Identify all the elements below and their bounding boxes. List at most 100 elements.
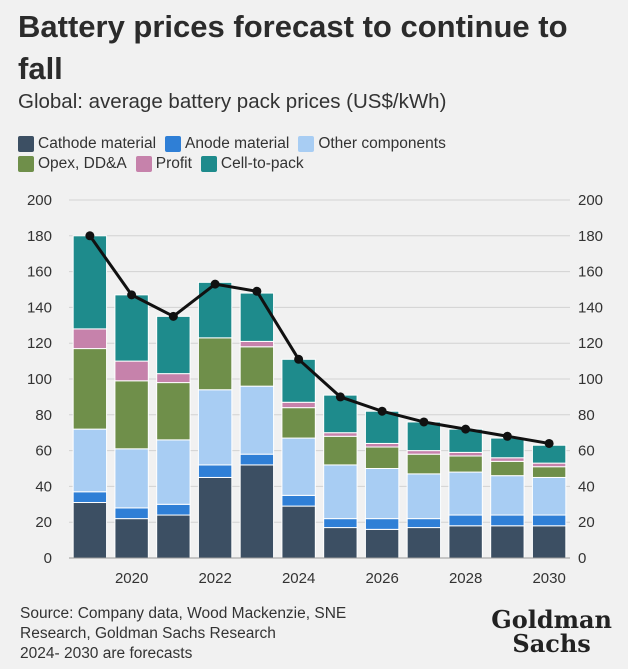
bar-segment [448, 525, 483, 559]
total-price-point [377, 406, 387, 416]
bar-segment [72, 491, 108, 504]
bar-segment [156, 503, 191, 516]
y-tick-label-left: 60 [35, 443, 52, 460]
bar-segment [364, 528, 400, 559]
bar-segment [406, 421, 442, 452]
legend-label-opex: Opex, DD&A [38, 155, 127, 172]
y-tick-label-left: 120 [27, 335, 52, 352]
bar-segment [281, 437, 316, 496]
bar-segment [156, 382, 191, 441]
source-line-1: Source: Company data, Wood Mackenzie, SN… [20, 605, 347, 622]
total-price-line [88, 234, 550, 445]
bar-segment [281, 505, 316, 559]
y-tick-label-left: 0 [44, 550, 52, 567]
bar-segment [197, 389, 233, 466]
bar-segment [114, 360, 149, 382]
bar-segment [448, 514, 483, 527]
bar-segment [490, 525, 525, 559]
y-tick-label-right: 60 [578, 443, 595, 460]
bar-segment [364, 442, 400, 448]
total-price-point [335, 392, 345, 402]
bar-segment [531, 462, 567, 468]
x-tick-label: 2020 [115, 570, 148, 587]
bar-segment [72, 328, 108, 350]
total-price-point [127, 290, 137, 300]
y-tick-label-right: 120 [578, 335, 603, 352]
bar-segment [281, 401, 316, 409]
bar-segment [156, 439, 191, 505]
bar-segment [406, 453, 442, 475]
bar-segment [406, 527, 442, 559]
bar-segment [114, 294, 149, 362]
bar-segment [114, 448, 149, 509]
legend-item-cathode: Cathode material [18, 135, 156, 153]
bar-segment [364, 468, 400, 520]
y-tick-label-left: 100 [27, 371, 52, 388]
bar-segment [323, 527, 358, 559]
total-price-point [85, 231, 95, 241]
bar-segment [490, 460, 525, 477]
bar-segment [72, 502, 108, 559]
legend-item-anode: Anode material [165, 135, 289, 153]
bar-segment [531, 476, 567, 516]
bar-segment [531, 525, 567, 559]
y-tick-label-right: 0 [578, 550, 586, 567]
y-tick-label-right: 40 [578, 478, 595, 495]
logo-line-2: Sachs [512, 629, 591, 658]
x-tick-label: 2030 [532, 570, 565, 587]
bar-segment [239, 292, 275, 342]
legend-swatch-cathode [18, 136, 34, 152]
y-tick-label-right: 20 [578, 514, 595, 531]
legend-row-1: Cathode material Anode material Other co… [18, 134, 618, 154]
legend-label-anode: Anode material [185, 135, 290, 152]
legend-swatch-anode [165, 136, 182, 152]
y-tick-label-left: 180 [27, 228, 52, 245]
x-tick-label: 2028 [449, 570, 482, 587]
y-tick-label-right: 80 [578, 407, 595, 424]
y-tick-label-right: 180 [578, 228, 603, 245]
legend: Cathode material Anode material Other co… [18, 134, 618, 174]
bar-segment [323, 435, 358, 466]
bar-segment [323, 432, 358, 437]
bar-segment [281, 358, 316, 403]
bar-segment [239, 464, 275, 559]
total-price-point [294, 354, 304, 364]
legend-label-cell-to-pack: Cell-to-pack [220, 155, 304, 172]
bar-segment [364, 518, 400, 530]
y-tick-label-left: 200 [27, 192, 52, 209]
legend-row-2: Opex, DD&A Profit Cell-to-pack [18, 154, 618, 174]
bar-segment [114, 518, 149, 559]
bar-segment [156, 514, 191, 559]
bar-segment [114, 507, 149, 520]
legend-item-cell-to-pack: Cell-to-pack [200, 155, 304, 173]
x-tick-label: 2026 [365, 570, 398, 587]
bar-segment [490, 514, 525, 527]
y-tick-label-right: 200 [578, 192, 603, 209]
goldman-sachs-logo: Goldman Sachs [491, 608, 612, 656]
x-tick-label: 2022 [198, 570, 231, 587]
bar-segment [364, 446, 400, 469]
x-tick-label: 2024 [282, 570, 315, 587]
y-tick-label-left: 160 [27, 264, 52, 281]
bar-segment [531, 466, 567, 478]
y-tick-label-left: 140 [27, 299, 52, 316]
total-price-point [168, 311, 178, 321]
bar-segment [448, 455, 483, 473]
bar-segment [323, 518, 358, 529]
bar-segment [114, 380, 149, 450]
bar-segment [490, 457, 525, 462]
total-price-point [502, 431, 512, 441]
total-price-point [419, 417, 429, 427]
logo-line-1: Goldman [491, 605, 612, 634]
bar-segment [448, 451, 483, 457]
total-price-point [461, 424, 471, 434]
source-line-3: 2024- 2030 are forecasts [20, 645, 193, 662]
bar-segment [239, 340, 275, 348]
total-price-point [252, 286, 262, 296]
chart-subtitle: Global: average battery pack prices (US$… [18, 90, 447, 113]
legend-swatch-opex [18, 156, 34, 172]
bar-segment [281, 407, 316, 439]
bar-segment [406, 473, 442, 520]
y-tick-label-right: 140 [578, 299, 603, 316]
